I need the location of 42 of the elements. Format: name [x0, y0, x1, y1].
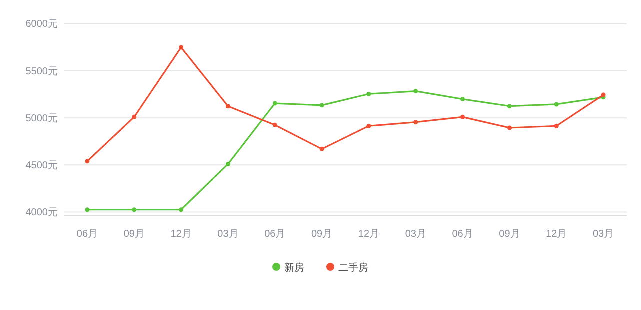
- x-tick-label: 09月: [499, 229, 520, 240]
- point: [272, 101, 278, 106]
- point: [179, 45, 184, 50]
- point: [320, 146, 324, 152]
- x-tick-label: 06月: [452, 229, 474, 240]
- x-tick-label: 09月: [124, 229, 145, 240]
- x-tick-label: 09月: [311, 229, 333, 240]
- point: [601, 92, 606, 98]
- x-tick-label: 03月: [218, 229, 239, 240]
- x-tick-label: 12月: [170, 229, 192, 240]
- point: [366, 124, 372, 128]
- point: [554, 124, 559, 128]
- x-tick-label: 03月: [592, 229, 614, 240]
- point: [414, 89, 418, 94]
- point: [460, 114, 466, 120]
- point: [272, 122, 278, 128]
- point: [460, 97, 466, 102]
- point: [85, 208, 90, 212]
- point: [132, 208, 137, 212]
- point: [366, 92, 372, 96]
- point: [179, 208, 184, 212]
- point: [507, 104, 512, 109]
- legend-label: 新房: [284, 262, 304, 274]
- x-tick-label: 12月: [358, 229, 380, 240]
- point: [414, 120, 418, 125]
- y-tick-label: 5000元: [26, 113, 58, 124]
- legend-label: 二手房: [338, 262, 368, 274]
- x-tick-label: 06月: [264, 229, 286, 240]
- point: [507, 126, 512, 130]
- point: [320, 103, 324, 108]
- y-tick-label: 5500元: [26, 66, 58, 78]
- y-tick-label: 4500元: [26, 160, 58, 172]
- point: [226, 162, 230, 166]
- y-tick-label: 4000元: [26, 207, 58, 218]
- point: [85, 159, 90, 164]
- point: [554, 102, 559, 107]
- x-tick-label: 06月: [76, 229, 98, 240]
- x-tick-label: 03月: [405, 229, 426, 240]
- point: [132, 114, 137, 120]
- point: [226, 104, 230, 109]
- y-tick-label: 6000元: [26, 19, 58, 30]
- x-tick-label: 12月: [546, 229, 568, 240]
